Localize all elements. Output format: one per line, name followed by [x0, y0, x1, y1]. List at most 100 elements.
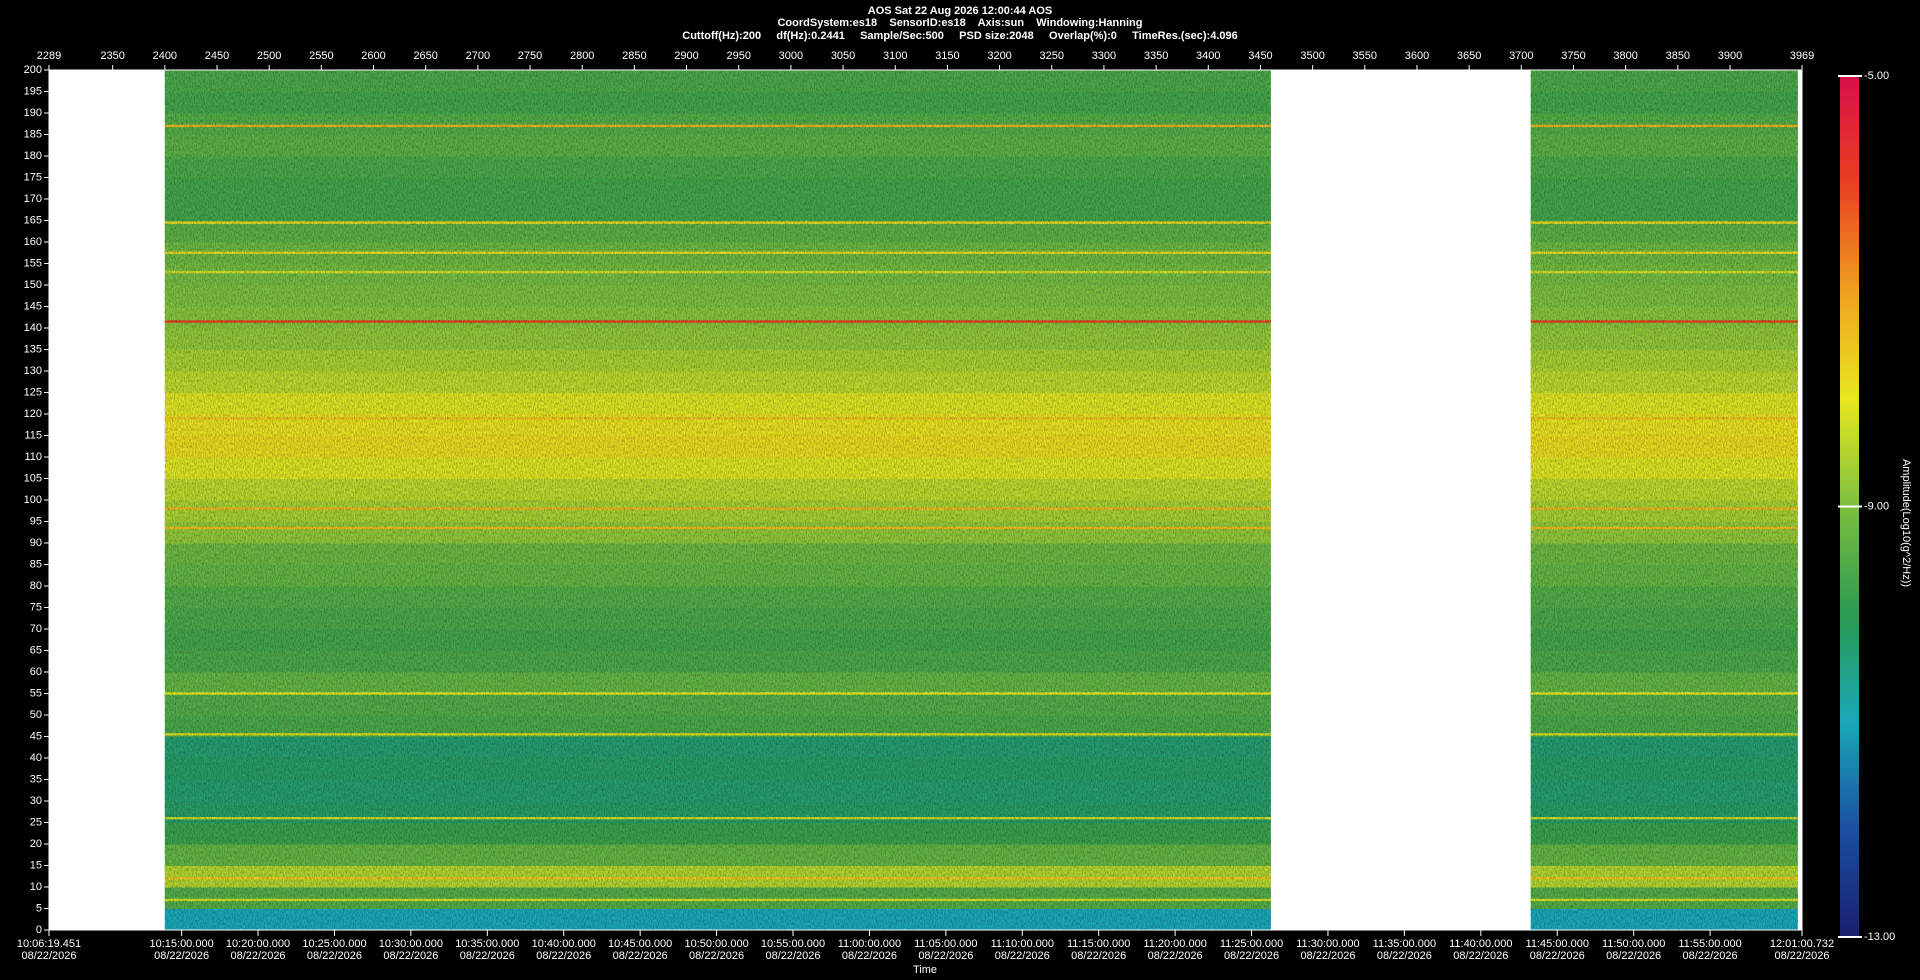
y-tick-label: 85: [30, 558, 42, 570]
time-tick-date: 08/22/2026: [1774, 950, 1829, 962]
x-tick-label: 2400: [153, 50, 177, 62]
time-tick-date: 08/22/2026: [1224, 950, 1279, 962]
y-tick-label: 110: [24, 451, 42, 463]
colorbar-tick-label: -13.00: [1864, 931, 1895, 943]
time-tick-date: 08/22/2026: [918, 950, 973, 962]
time-tick-date: 08/22/2026: [1071, 950, 1126, 962]
time-tick-date: 08/22/2026: [231, 950, 286, 962]
y-tick-label: 20: [30, 838, 42, 850]
time-tick-label: 11:05:00.000: [914, 938, 977, 950]
x-tick-label: 3700: [1509, 50, 1533, 62]
time-tick-label: 10:50:00.000: [684, 938, 748, 950]
time-tick-label: 10:25:00.000: [302, 938, 366, 950]
time-tick-date: 08/22/2026: [1148, 950, 1203, 962]
time-tick-date: 08/22/2026: [536, 950, 591, 962]
y-tick-label: 195: [24, 85, 42, 97]
time-tick-label: 11:55:00.000: [1678, 938, 1741, 950]
colorbar-tick-label: -5.00: [1864, 70, 1889, 82]
time-tick-date: 08/22/2026: [383, 950, 438, 962]
time-tick-date: 08/22/2026: [613, 950, 668, 962]
x-tick-label: 3900: [1718, 50, 1742, 62]
chart-title: AOS Sat 22 Aug 2026 12:00:44 AOS: [868, 5, 1052, 17]
time-tick-label: 10:15:00.000: [149, 938, 213, 950]
time-tick-label: 10:35:00.000: [455, 938, 519, 950]
x-tick-label: 2800: [570, 50, 594, 62]
time-tick-label: 10:55:00.000: [761, 938, 825, 950]
x-axis-label: Time: [913, 964, 937, 976]
time-tick-date: 08/22/2026: [765, 950, 820, 962]
y-tick-label: 10: [30, 881, 42, 893]
x-tick-label: 3450: [1248, 50, 1272, 62]
colorbar-tick-label: -9.00: [1864, 500, 1889, 512]
y-tick-label: 95: [30, 515, 42, 527]
y-tick-label: 180: [24, 150, 42, 162]
x-tick-label: 3850: [1666, 50, 1690, 62]
x-tick-label: 3150: [935, 50, 959, 62]
y-tick-label: 145: [24, 300, 42, 312]
time-tick-label: 11:10:00.000: [991, 938, 1054, 950]
x-tick-label: 2450: [205, 50, 229, 62]
y-tick-label: 5: [36, 902, 42, 914]
x-tick-label: 3350: [1144, 50, 1168, 62]
y-tick-label: 130: [24, 365, 42, 377]
y-tick-label: 75: [30, 601, 42, 613]
time-tick-label: 11:25:00.000: [1220, 938, 1283, 950]
y-tick-label: 100: [24, 494, 42, 506]
y-tick-label: 50: [30, 709, 42, 721]
x-tick-label: 2600: [361, 50, 385, 62]
y-tick-label: 55: [30, 687, 42, 699]
x-tick-label: 3969: [1790, 50, 1814, 62]
time-tick-label: 10:40:00.000: [532, 938, 596, 950]
time-tick-label: 11:30:00.000: [1296, 938, 1359, 950]
x-tick-label: 3000: [779, 50, 803, 62]
x-tick-label: 2750: [518, 50, 542, 62]
x-tick-label: 2900: [674, 50, 698, 62]
x-tick-label: 2850: [622, 50, 646, 62]
time-tick-label: 11:20:00.000: [1143, 938, 1206, 950]
x-tick-label: 2550: [309, 50, 333, 62]
x-tick-label: 3750: [1561, 50, 1585, 62]
colorbar-label: Amplitude(Log10(g^2/Hz)): [1900, 459, 1912, 587]
time-tick-label: 11:35:00.000: [1373, 938, 1436, 950]
time-tick-date: 08/22/2026: [307, 950, 362, 962]
time-tick-date: 08/22/2026: [1606, 950, 1661, 962]
y-tick-label: 200: [24, 64, 42, 76]
y-tick-label: 165: [24, 214, 42, 226]
time-tick-label: 11:40:00.000: [1449, 938, 1512, 950]
x-tick-label: 2700: [466, 50, 490, 62]
y-tick-label: 120: [24, 408, 42, 420]
y-tick-label: 80: [30, 580, 42, 592]
y-tick-label: 40: [30, 752, 42, 764]
y-tick-label: 185: [24, 128, 42, 140]
y-tick-label: 135: [24, 343, 42, 355]
y-tick-label: 45: [30, 730, 42, 742]
y-tick-label: 155: [24, 257, 42, 269]
y-tick-label: 160: [24, 236, 42, 248]
y-tick-label: 60: [30, 666, 42, 678]
time-tick-date: 08/22/2026: [995, 950, 1050, 962]
chart-subtitle: Cuttoff(Hz):200 df(Hz):0.2441 Sample/Sec…: [682, 30, 1238, 42]
chart-subtitle: CoordSystem:es18 SensorID:es18 Axis:sun …: [777, 17, 1142, 29]
x-tick-label: 3800: [1613, 50, 1637, 62]
y-tick-label: 125: [24, 386, 42, 398]
x-tick-label: 3200: [987, 50, 1011, 62]
x-tick-label: 3500: [1300, 50, 1324, 62]
time-tick-label: 10:30:00.000: [379, 938, 443, 950]
y-tick-label: 35: [30, 773, 42, 785]
y-tick-label: 25: [30, 816, 42, 828]
time-tick-date: 08/22/2026: [689, 950, 744, 962]
time-tick-label: 10:45:00.000: [608, 938, 672, 950]
time-tick-date: 08/22/2026: [460, 950, 515, 962]
x-tick-label: 2350: [100, 50, 124, 62]
y-tick-label: 170: [24, 193, 42, 205]
y-tick-label: 0: [36, 924, 42, 936]
time-tick-label: 12:01:00.732: [1770, 938, 1834, 950]
y-tick-label: 190: [24, 107, 42, 119]
time-tick-label: 10:06:19.451: [17, 938, 81, 950]
time-tick-label: 11:50:00.000: [1602, 938, 1665, 950]
time-tick-label: 11:45:00.000: [1526, 938, 1589, 950]
x-tick-label: 3100: [883, 50, 907, 62]
x-tick-label: 3250: [1040, 50, 1064, 62]
texture: [164, 70, 1271, 930]
